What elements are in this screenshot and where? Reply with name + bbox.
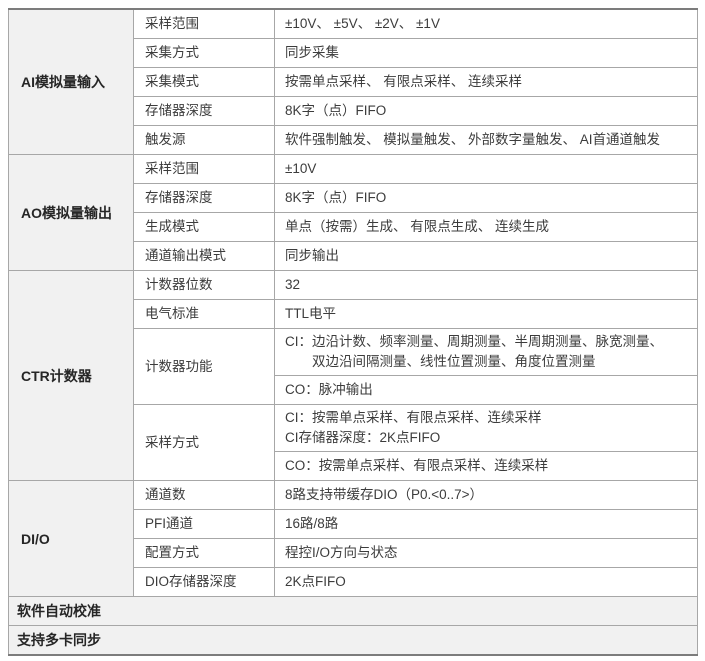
spec-label-cell: 采集方式 xyxy=(133,38,275,68)
spec-value-cell: 8路支持带缓存DIO（P0.<0..7>） xyxy=(274,480,698,510)
spec-label-cell: 采集模式 xyxy=(133,67,275,97)
spec-value-cell: 程控I/O方向与状态 xyxy=(274,538,698,568)
spec-value-cell: 同步采集 xyxy=(274,38,698,68)
table-row: 采集模式 按需单点采样、 有限点采样、 连续采样 xyxy=(9,67,698,97)
spec-value-cell: 2K点FIFO xyxy=(274,567,698,597)
category-cell-ai-input: AI模拟量输入 xyxy=(8,8,134,155)
spec-table: AI模拟量输入 采样范围 ±10V、 ±5V、 ±2V、 ±1V 采集方式 同步… xyxy=(8,8,698,656)
value-line: CI存储器深度：2K点FIFO xyxy=(285,430,441,445)
spec-value-cell: TTL电平 xyxy=(274,299,698,329)
table-row: 采集方式 同步采集 xyxy=(9,38,698,68)
value-line: CO：按需单点采样、有限点采样、连续采样 xyxy=(285,458,549,473)
table-row: 电气标准 TTL电平 xyxy=(9,299,698,329)
category-cell-ctr-counter: CTR计数器 xyxy=(8,270,134,481)
category-cell-dio: DI/O xyxy=(8,480,134,597)
footer-cell-software-calibration: 软件自动校准 xyxy=(8,596,698,626)
table-row: CTR计数器 计数器位数 32 xyxy=(8,270,698,481)
spec-label-cell: 生成模式 xyxy=(133,212,275,242)
table-row: 配置方式 程控I/O方向与状态 xyxy=(9,538,698,568)
table-row: 触发源 软件强制触发、 模拟量触发、 外部数字量触发、 AI首通道触发 xyxy=(9,125,698,155)
spec-value-cell: ±10V、 ±5V、 ±2V、 ±1V xyxy=(274,8,698,39)
table-row-multicard-sync: 支持多卡同步 xyxy=(8,625,698,656)
spec-label-cell: 电气标准 xyxy=(133,299,275,329)
spec-label-cell: PFI通道 xyxy=(133,509,275,539)
value-line: CO：脉冲输出 xyxy=(285,382,373,397)
spec-value-cell: 同步输出 xyxy=(274,241,698,271)
category-cell-ao-output: AO模拟量输出 xyxy=(8,154,134,271)
table-row: 采样方式 CI：按需单点采样、有限点采样、连续采样 CI存储器深度：2K点FIF… xyxy=(9,404,698,481)
value-line: CI：边沿计数、频率测量、周期测量、半周期测量、脉宽测量、 xyxy=(285,334,663,349)
spec-label-cell: DIO存储器深度 xyxy=(133,567,275,597)
table-row: 计数器功能 CI：边沿计数、频率测量、周期测量、半周期测量、脉宽测量、 双边沿间… xyxy=(9,328,698,405)
spec-value-cell: 软件强制触发、 模拟量触发、 外部数字量触发、 AI首通道触发 xyxy=(274,125,698,155)
table-row: AI模拟量输入 采样范围 ±10V、 ±5V、 ±2V、 ±1V xyxy=(8,8,698,155)
spec-label-cell: 配置方式 xyxy=(133,538,275,568)
spec-label-cell: 采样方式 xyxy=(133,404,275,481)
spec-value-cell-ci-sampling: CI：按需单点采样、有限点采样、连续采样 CI存储器深度：2K点FIFO xyxy=(274,404,698,452)
table-row: AO模拟量输出 采样范围 ±10V xyxy=(8,154,698,271)
spec-value-cell: 按需单点采样、 有限点采样、 连续采样 xyxy=(274,67,698,97)
spec-label-cell: 采样范围 xyxy=(133,154,275,184)
spec-value-cell: 8K字（点）FIFO xyxy=(274,183,698,213)
value-line: 双边沿间隔测量、线性位置测量、角度位置测量 xyxy=(312,354,596,369)
spec-value-cell-ci-functions: CI：边沿计数、频率测量、周期测量、半周期测量、脉宽测量、 双边沿间隔测量、线性… xyxy=(274,328,698,376)
spec-label-cell: 计数器功能 xyxy=(133,328,275,405)
spec-label-cell: 计数器位数 xyxy=(133,270,275,300)
spec-value-cell: 单点（按需）生成、 有限点生成、 连续生成 xyxy=(274,212,698,242)
table-row: 存储器深度 8K字（点）FIFO xyxy=(9,183,698,213)
table-row-software-calibration: 软件自动校准 xyxy=(8,596,698,626)
table-row: 存储器深度 8K字（点）FIFO xyxy=(9,96,698,126)
spec-label-cell: 采样范围 xyxy=(133,8,275,39)
table-row: CO：按需单点采样、有限点采样、连续采样 xyxy=(9,451,698,481)
spec-value-cell: 32 xyxy=(274,270,698,300)
table-row: 通道输出模式 同步输出 xyxy=(9,241,698,271)
footer-cell-multicard-sync: 支持多卡同步 xyxy=(8,625,698,656)
spec-label-cell: 存储器深度 xyxy=(133,183,275,213)
spec-label-cell: 通道输出模式 xyxy=(133,241,275,271)
table-row: DI/O 通道数 8路支持带缓存DIO（P0.<0..7>） xyxy=(8,480,698,597)
spec-label-cell: 通道数 xyxy=(133,480,275,510)
table-row: DIO存储器深度 2K点FIFO xyxy=(9,567,698,597)
spec-value-cell: ±10V xyxy=(274,154,698,184)
table-row: PFI通道 16路/8路 xyxy=(9,509,698,539)
spec-label-cell: 触发源 xyxy=(133,125,275,155)
value-line: CI：按需单点采样、有限点采样、连续采样 xyxy=(285,410,542,425)
spec-value-cell: 16路/8路 xyxy=(274,509,698,539)
table-row: CO：脉冲输出 xyxy=(9,375,698,405)
spec-value-cell-co-sampling: CO：按需单点采样、有限点采样、连续采样 xyxy=(274,451,698,481)
spec-value-cell: 8K字（点）FIFO xyxy=(274,96,698,126)
spec-value-cell-co-function: CO：脉冲输出 xyxy=(274,375,698,405)
spec-label-cell: 存储器深度 xyxy=(133,96,275,126)
